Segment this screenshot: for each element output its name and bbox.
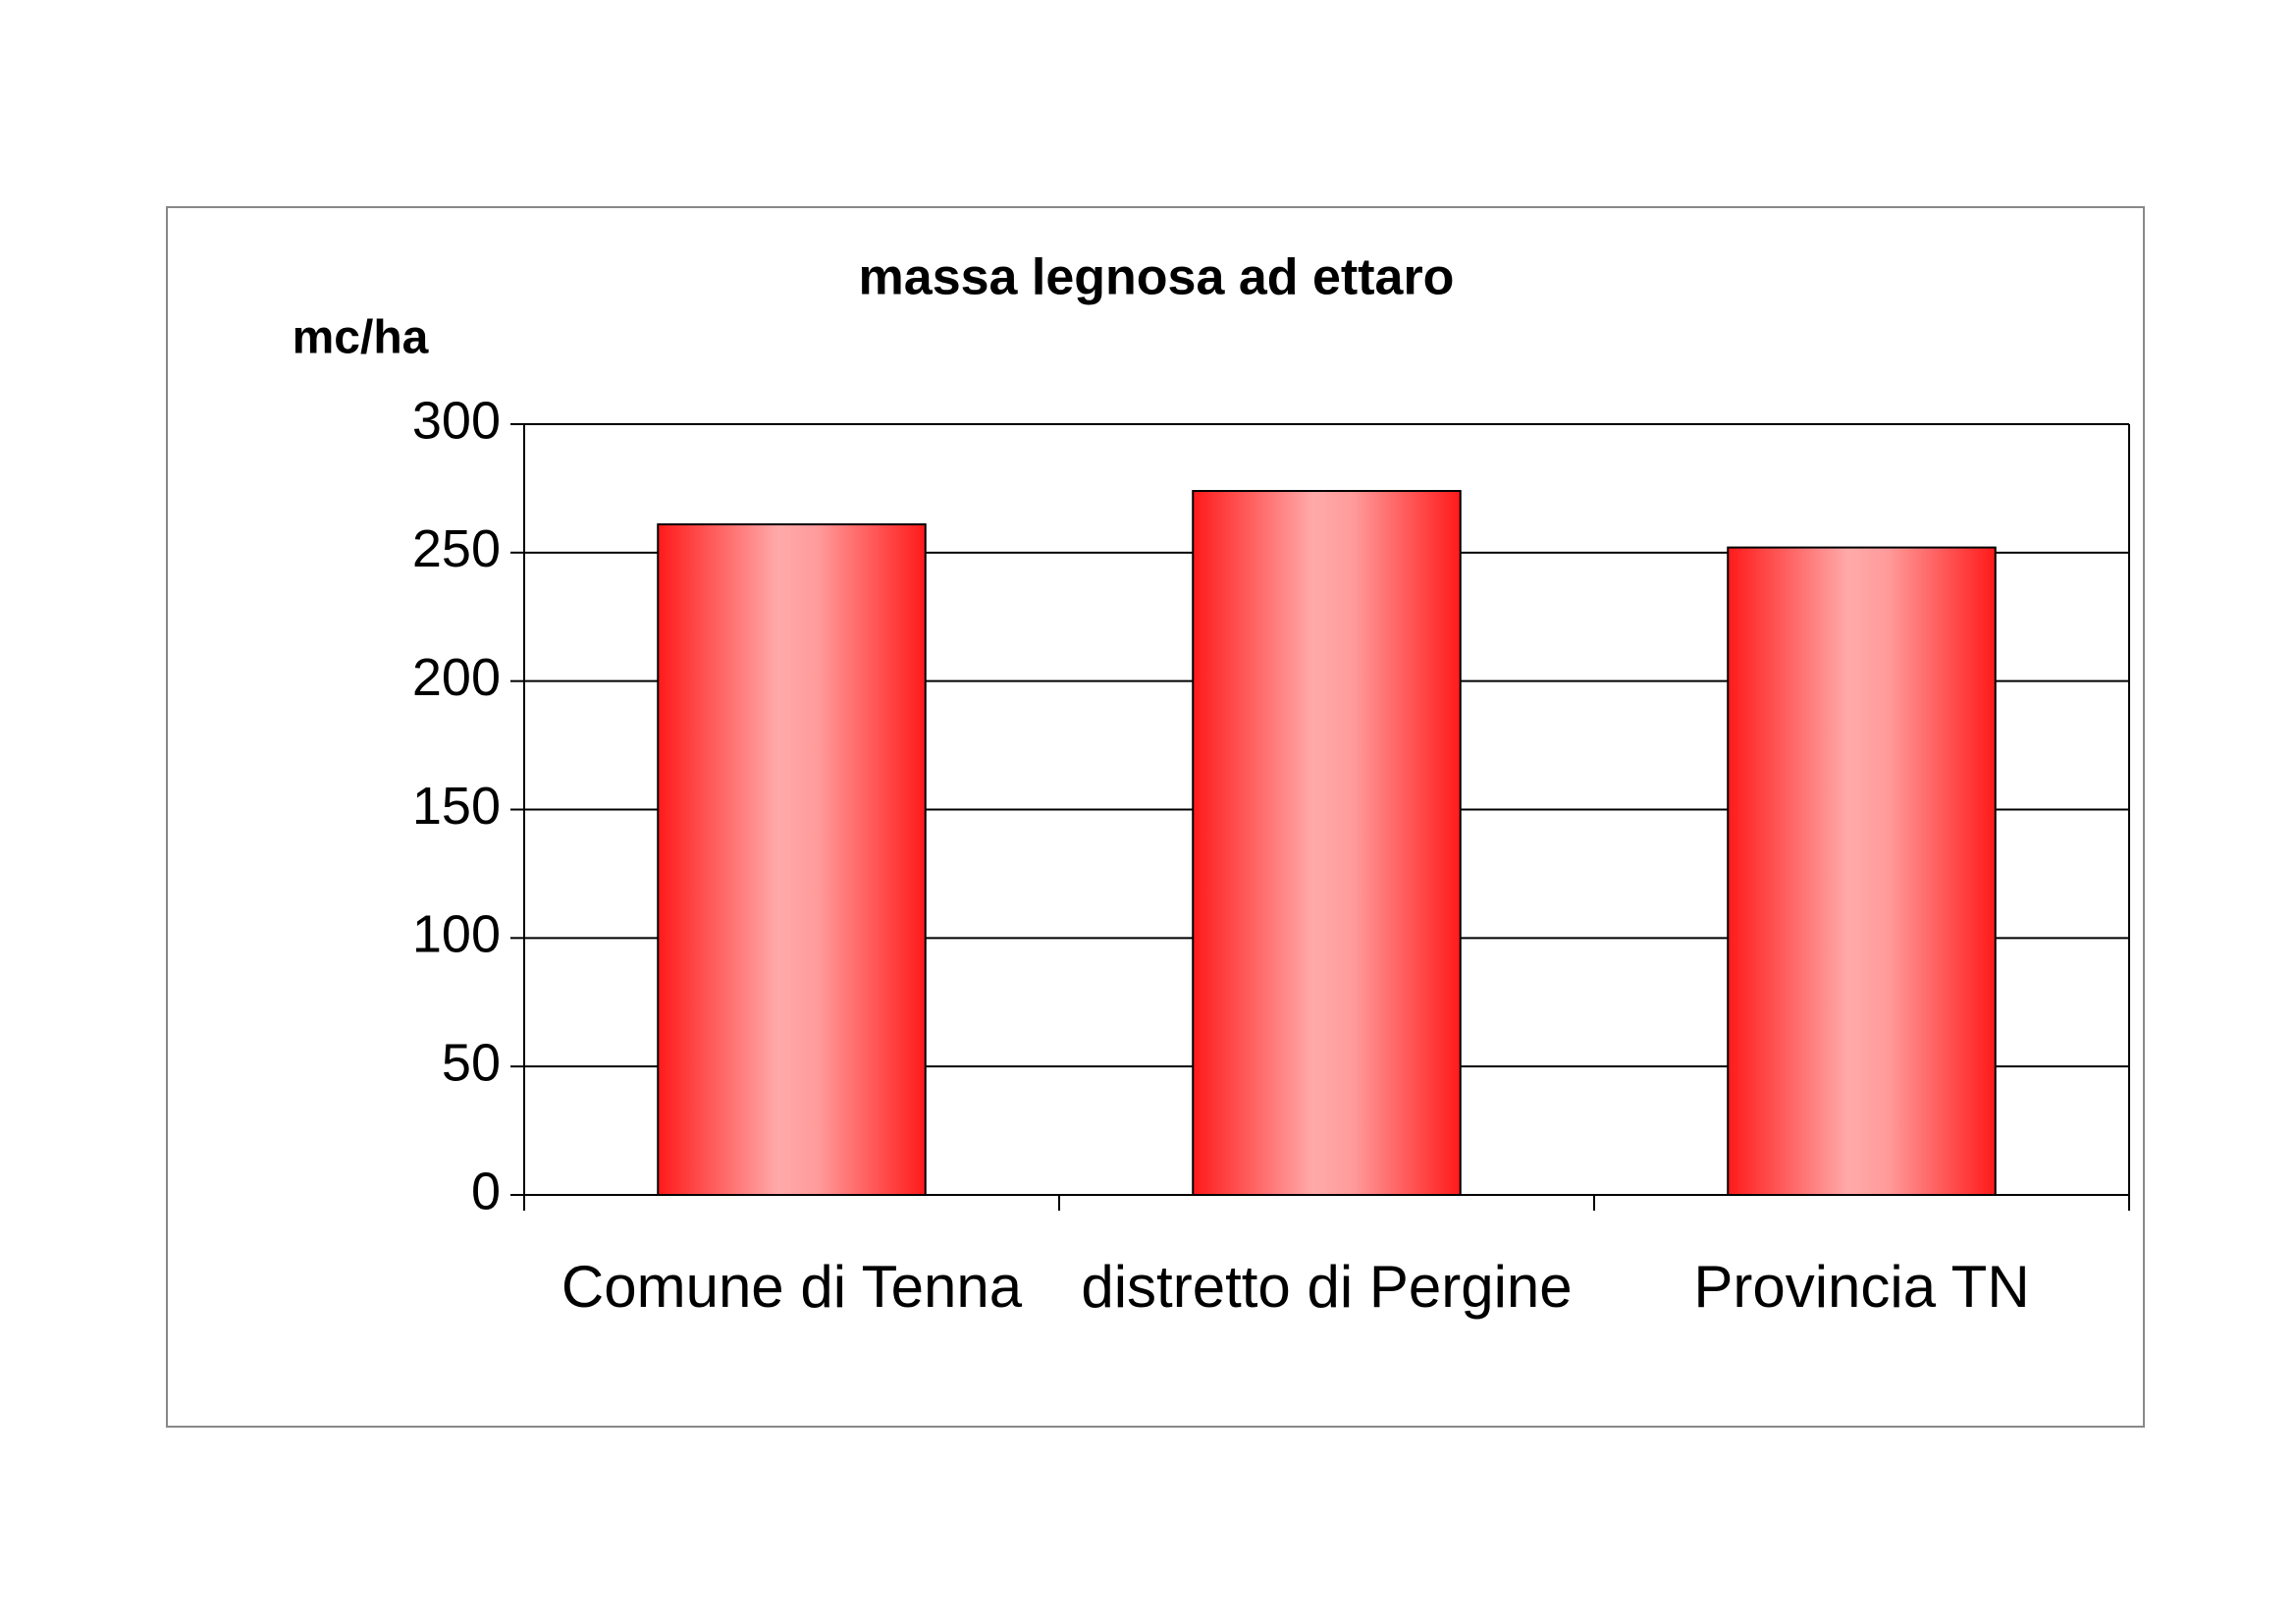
bar xyxy=(657,523,927,1196)
x-tick-label: distretto di Pergine xyxy=(1081,1254,1573,1320)
bar xyxy=(1192,490,1462,1196)
y-tick-label: 100 xyxy=(412,905,501,964)
y-tick-label: 300 xyxy=(412,391,501,450)
y-tick-label: 150 xyxy=(412,777,501,836)
y-tick-label: 50 xyxy=(442,1033,501,1092)
y-tick-label: 250 xyxy=(412,519,501,578)
y-axis-label: mc/ha xyxy=(293,312,429,364)
chart-title: massa legnosa ad ettaro xyxy=(859,249,1455,306)
bar xyxy=(1727,546,1997,1196)
x-tick-label: Provincia TN xyxy=(1693,1254,2030,1320)
x-tick-label: Comune di Tenna xyxy=(561,1254,1023,1320)
y-tick-label: 200 xyxy=(412,648,501,707)
y-tick-label: 0 xyxy=(471,1162,501,1220)
